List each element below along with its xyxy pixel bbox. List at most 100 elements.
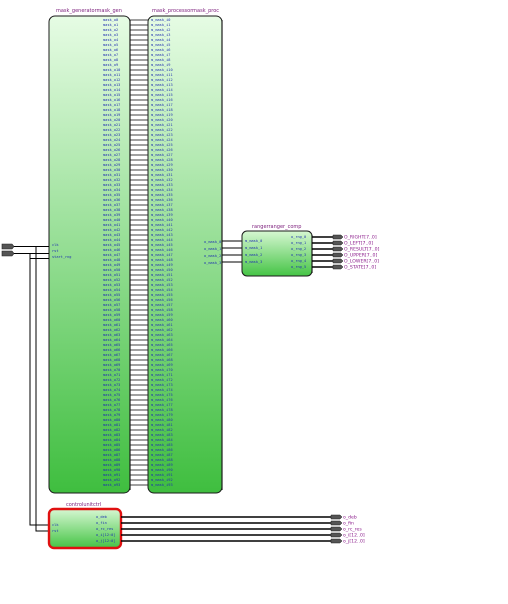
mask-generator-title: mask_generatormask_gen: [56, 8, 122, 14]
proc-out-pin-0: o_mask_0: [204, 240, 221, 244]
gen-bus-pin-label: mask_o76: [103, 398, 120, 402]
control-output-label: o_fin: [343, 521, 354, 527]
gen-bus-pin-label: mask_o26: [103, 148, 120, 152]
proc-bus-pin-label: m_mask_i59: [151, 313, 173, 317]
proc-bus-pin-label: m_mask_i35: [151, 193, 173, 197]
control-out-pin-2: o_rc_res: [96, 527, 113, 531]
proc-bus-pin-label: m_mask_i22: [151, 128, 173, 132]
control-output-port[interactable]: [330, 520, 343, 526]
input-port-rst[interactable]: [1, 250, 15, 257]
proc-bus-pin-label: m_mask_i45: [151, 243, 173, 247]
mask-generator-pins: mask_o0mask_o1mask_o2mask_o3mask_o4mask_…: [103, 18, 120, 487]
ranger-output-label: O_UPPER[7..0]: [344, 253, 377, 259]
proc-bus-pin-label: m_mask_i43: [151, 233, 173, 237]
ranger-output-port[interactable]: [332, 234, 344, 240]
gen-bus-pin-label: mask_o58: [103, 308, 120, 312]
proc-bus-pin-label: m_mask_i64: [151, 338, 173, 342]
control-out-pin-4: o_j[12:0]: [96, 539, 115, 543]
gen-bus-pin-label: mask_o60: [103, 318, 120, 322]
gen-bus-pin-label: mask_o42: [103, 228, 120, 232]
proc-bus-pin-label: m_mask_i38: [151, 208, 173, 212]
control-output-port[interactable]: [330, 526, 343, 532]
gen-bus-pin-label: mask_o6: [103, 48, 118, 52]
proc-bus-pin-label: m_mask_i10: [151, 68, 173, 72]
proc-bus-pin-label: m_mask_i83: [151, 433, 173, 437]
proc-bus-pin-label: m_mask_i70: [151, 368, 173, 372]
proc-bus-pin-label: m_mask_i19: [151, 113, 173, 117]
gen-bus-pin-label: mask_o77: [103, 403, 120, 407]
mask-processor-block[interactable]: mask_processormask_proc m_mask_i0m_mask_…: [147, 8, 223, 494]
proc-bus-pin-label: m_mask_i23: [151, 133, 173, 137]
proc-bus-pin-label: m_mask_i93: [151, 483, 173, 487]
proc-bus-pin-label: m_mask_i1: [151, 23, 170, 27]
ranger-output-port[interactable]: [332, 240, 344, 246]
gen-bus-pin-label: mask_o36: [103, 198, 120, 202]
proc-bus-pin-label: m_mask_i41: [151, 223, 173, 227]
gen-bus-pin-label: mask_o34: [103, 188, 120, 192]
control-in-pin-clk: clk: [52, 523, 59, 527]
proc-bus-pin-label: m_mask_i77: [151, 403, 173, 407]
ranger-block[interactable]: rangerranger_comp m_mask_0 m_mask_1 m_ma…: [241, 224, 313, 277]
mask-generator-block[interactable]: mask_generatormask_gen mask_o0mask_o1mas…: [48, 8, 131, 494]
ranger-output-port[interactable]: [332, 246, 344, 252]
ranger-out-pin-1: o_rng_1: [291, 241, 306, 245]
control-output-port[interactable]: [330, 538, 343, 544]
proc-bus-pin-label: m_mask_i65: [151, 343, 173, 347]
input-port-clk[interactable]: [1, 243, 15, 250]
gen-bus-pin-label: mask_o11: [103, 73, 120, 77]
proc-bus-pin-label: m_mask_i4: [151, 38, 170, 42]
gen-bus-pin-label: mask_o68: [103, 358, 120, 362]
proc-bus-pin-label: m_mask_i60: [151, 318, 173, 322]
proc-bus-pin-label: m_mask_i31: [151, 173, 173, 177]
gen-bus-pin-label: mask_o67: [103, 353, 120, 357]
control-output-port[interactable]: [330, 532, 343, 538]
proc-bus-pin-label: m_mask_i25: [151, 143, 173, 147]
proc-bus-pin-label: m_mask_i72: [151, 378, 173, 382]
gen-bus-pin-label: mask_o24: [103, 138, 120, 142]
proc-bus-pin-label: m_mask_i27: [151, 153, 173, 157]
proc-bus-pin-label: m_mask_i42: [151, 228, 173, 232]
gen-bus-pin-label: mask_o93: [103, 483, 120, 487]
gen-bus-pin-label: mask_o87: [103, 453, 120, 457]
control-in-pin-rst: rst: [52, 529, 59, 533]
proc-bus-pin-label: m_mask_i76: [151, 398, 173, 402]
proc-bus-pin-label: m_mask_i46: [151, 248, 173, 252]
gen-bus-pin-label: mask_o21: [103, 123, 120, 127]
proc-bus-pin-label: m_mask_i36: [151, 198, 173, 202]
proc-bus-pin-label: m_mask_i58: [151, 308, 173, 312]
gen-bus-pin-label: mask_o73: [103, 383, 120, 387]
ranger-output-port[interactable]: [332, 252, 344, 258]
proc-bus-pin-label: m_mask_i66: [151, 348, 173, 352]
proc-bus-pin-label: m_mask_i53: [151, 283, 173, 287]
gen-bus-pin-label: mask_o88: [103, 458, 120, 462]
gen-pin-rst: rst: [52, 249, 59, 253]
control-output-label: o_rc_res: [343, 527, 362, 533]
ranger-output-label: O_LEFT[7..0]: [344, 241, 373, 247]
ranger-output-label: O_LOWER[7..0]: [344, 259, 379, 265]
gen-bus-pin-label: mask_o89: [103, 463, 120, 467]
proc-bus-pin-label: m_mask_i57: [151, 303, 173, 307]
gen-bus-pin-label: mask_o9: [103, 63, 118, 67]
gen-bus-pin-label: mask_o69: [103, 363, 120, 367]
gen-bus-pin-label: mask_o3: [103, 33, 118, 37]
proc-bus-pin-label: m_mask_i50: [151, 268, 173, 272]
ranger-output-port[interactable]: [332, 264, 344, 270]
gen-bus-pin-label: mask_o79: [103, 413, 120, 417]
ranger-title: rangerranger_comp: [252, 224, 301, 230]
gen-bus-pin-label: mask_o63: [103, 333, 120, 337]
proc-bus-pin-label: m_mask_i69: [151, 363, 173, 367]
gen-bus-pin-label: mask_o84: [103, 438, 120, 442]
ranger-in-pin-0: m_mask_0: [245, 239, 262, 243]
control-unit-block[interactable]: controlunitctrl clk rst o_deb o_fin o_rc…: [47, 502, 123, 550]
gen-bus-pin-label: mask_o19: [103, 113, 120, 117]
control-output-port[interactable]: [330, 514, 343, 520]
mask-processor-pins: m_mask_i0m_mask_i1m_mask_i2m_mask_i3m_ma…: [151, 18, 173, 487]
gen-bus-pin-label: mask_o29: [103, 163, 120, 167]
proc-bus-pin-label: m_mask_i80: [151, 418, 173, 422]
ranger-output-port[interactable]: [332, 258, 344, 264]
ranger-output-label: O_RIGHT[7..0]: [344, 235, 377, 241]
ranger-out-pin-0: o_rng_0: [291, 235, 306, 239]
gen-bus-pin-label: mask_o53: [103, 283, 120, 287]
